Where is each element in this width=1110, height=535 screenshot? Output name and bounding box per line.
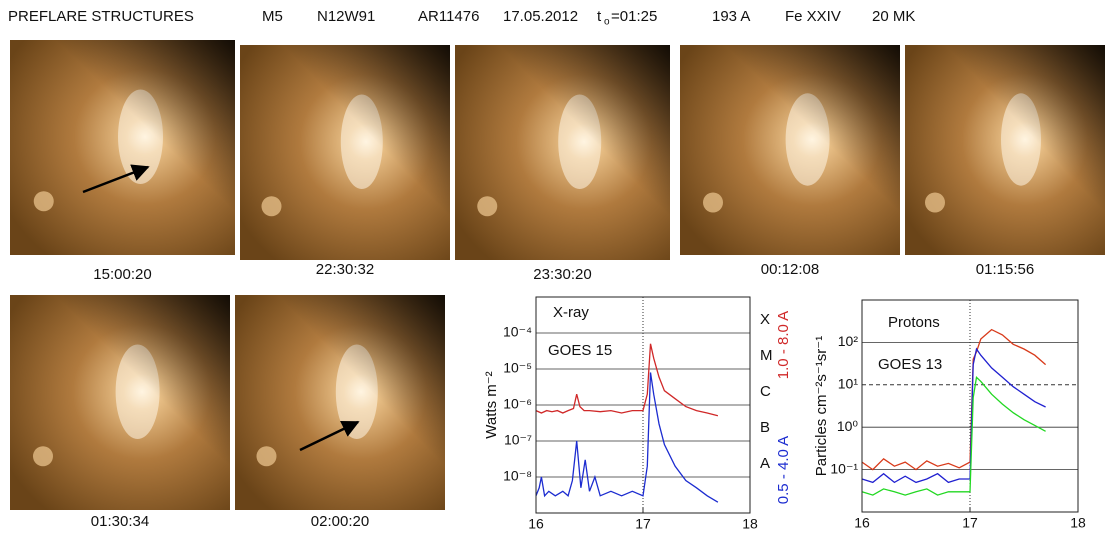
- solar-image: [235, 295, 445, 510]
- region: AR11476: [418, 8, 479, 25]
- solar-image: [680, 45, 900, 255]
- location: N12W91: [317, 8, 375, 25]
- solar-image: [905, 45, 1105, 255]
- y-tick-label: 10¹: [838, 376, 859, 392]
- y2-tick-label: M: [760, 347, 773, 364]
- y2-tick-label: A: [760, 455, 770, 472]
- y-tick-label: 10⁻⁶: [503, 396, 532, 412]
- x-tick-label: 17: [635, 516, 651, 532]
- panel-time: 15:00:20: [93, 266, 151, 283]
- off-limb: [10, 40, 235, 255]
- off-limb: [240, 45, 450, 260]
- solar-image: [10, 40, 235, 255]
- y-axis-label: Watts m⁻²: [483, 371, 500, 438]
- annotation: GOES 15: [548, 342, 612, 359]
- y2-tick-label: C: [760, 383, 771, 400]
- spectral-line: Fe XXIV: [785, 8, 841, 25]
- panel-time: 02:00:20: [311, 513, 369, 530]
- y-tick-label: 10⁻⁴: [503, 324, 532, 340]
- x-tick-label: 17: [962, 515, 978, 531]
- legend-entry: 1.0 - 8.0 A: [775, 311, 792, 379]
- y-axis-label: Particles cm⁻²s⁻¹sr⁻¹: [813, 336, 830, 476]
- wavelength: 193 A: [712, 8, 750, 25]
- solar-image: [240, 45, 450, 260]
- off-limb: [905, 45, 1105, 255]
- t0-value: =01:25: [611, 8, 657, 25]
- off-limb: [235, 295, 445, 510]
- y-tick-label: 10⁻⁸: [503, 468, 532, 484]
- y-tick-label: 10⁻⁵: [503, 360, 532, 376]
- y-tick-label: 10⁰: [837, 418, 859, 434]
- x-tick-label: 18: [1070, 515, 1086, 531]
- panel-time: 00:12:08: [761, 261, 819, 278]
- panel-time: 01:30:34: [91, 513, 149, 530]
- y2-tick-label: B: [760, 419, 770, 436]
- y-tick-label: 10⁻¹: [830, 460, 858, 476]
- off-limb: [680, 45, 900, 255]
- panel-time: 23:30:20: [533, 266, 591, 283]
- annotation: GOES 13: [878, 356, 942, 373]
- flare-class: M5: [262, 8, 283, 25]
- legend-entry: 0.5 - 4.0 A: [775, 436, 792, 504]
- t0-subscript: o: [604, 17, 610, 28]
- annotation: X-ray: [553, 304, 589, 321]
- temperature: 20 MK: [872, 8, 915, 25]
- x-tick-label: 16: [528, 516, 544, 532]
- off-limb: [10, 295, 230, 510]
- off-limb: [455, 45, 670, 260]
- header-title: PREFLARE STRUCTURES: [8, 8, 194, 25]
- x-tick-label: 18: [742, 516, 758, 532]
- y-tick-label: 10⁻⁷: [504, 432, 532, 448]
- x-tick-label: 16: [854, 515, 870, 531]
- panel-time: 22:30:32: [316, 261, 374, 278]
- y-tick-label: 10²: [838, 333, 859, 349]
- annotation: Protons: [888, 314, 940, 331]
- date: 17.05.2012: [503, 8, 578, 25]
- y2-tick-label: X: [760, 311, 770, 328]
- panel-time: 01:15:56: [976, 261, 1034, 278]
- figure: PREFLARE STRUCTURES M5 N12W91 AR11476 17…: [0, 0, 1110, 535]
- solar-image: [10, 295, 230, 510]
- solar-image: [455, 45, 670, 260]
